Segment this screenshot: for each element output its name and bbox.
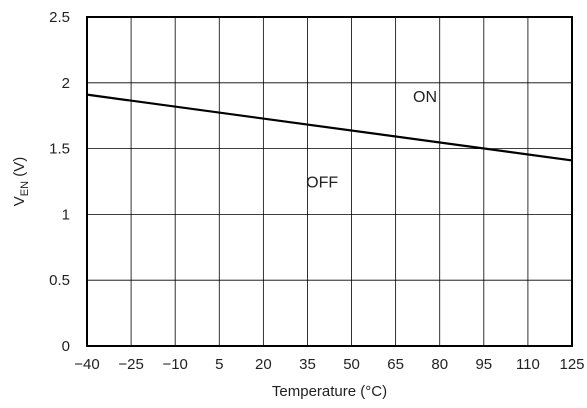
plot-frame <box>86 16 573 347</box>
y-axis-title-subscript: EN <box>19 181 31 196</box>
y-tick-label: 2.5 <box>49 9 70 26</box>
y-tick-label: 0 <box>62 338 70 355</box>
x-tick-label: 95 <box>475 356 492 373</box>
y-axis-title-unit: (V) <box>11 157 28 181</box>
series-line-threshold <box>86 93 573 162</box>
x-tick-label: 80 <box>431 356 448 373</box>
x-tick-label: 65 <box>387 356 404 373</box>
x-tick-label: −25 <box>118 356 143 373</box>
x-tick-label: −40 <box>74 356 99 373</box>
y-tick-labels: 0 0.5 1 1.5 2 2.5 <box>49 9 70 355</box>
x-tick-label: −10 <box>162 356 187 373</box>
x-tick-label: 20 <box>255 356 272 373</box>
y-tick-label: 2 <box>62 75 70 92</box>
x-tick-label: 5 <box>215 356 223 373</box>
x-axis-title: Temperature (°C) <box>272 383 387 400</box>
region-label-off: OFF <box>306 175 338 192</box>
y-tick-label: 1 <box>62 206 70 223</box>
x-tick-label: 110 <box>516 356 540 373</box>
series-layer <box>86 93 573 162</box>
x-tick-labels: −40 −25 −10 5 20 35 50 65 80 95 110 125 <box>74 356 584 373</box>
y-axis-title-main: V <box>11 196 28 206</box>
x-tick-label: 125 <box>559 356 584 373</box>
region-label-on: ON <box>413 89 437 106</box>
x-tick-label: 50 <box>343 356 360 373</box>
y-axis-title: VEN (V) <box>11 157 31 206</box>
y-tick-label: 0.5 <box>49 272 70 289</box>
x-tick-label: 35 <box>299 356 316 373</box>
annotations: ON OFF <box>306 89 437 192</box>
y-tick-label: 1.5 <box>49 141 70 158</box>
